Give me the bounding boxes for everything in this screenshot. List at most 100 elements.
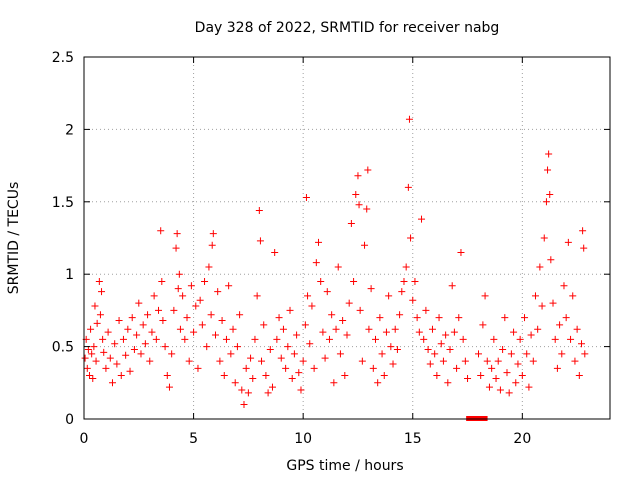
data-point: [339, 317, 347, 325]
data-point: [216, 357, 224, 365]
data-point: [173, 230, 181, 238]
data-point: [98, 288, 106, 296]
data-point: [481, 292, 489, 300]
data-point: [512, 379, 520, 387]
data-point: [93, 319, 101, 327]
data-point: [113, 360, 121, 368]
data-point: [190, 328, 198, 336]
data-point: [553, 364, 561, 372]
data-point: [330, 379, 338, 387]
data-point: [341, 372, 349, 380]
data-point: [365, 325, 373, 333]
y-tick-label: 2: [65, 122, 74, 138]
data-point: [323, 288, 331, 296]
data-point: [402, 263, 410, 271]
y-axis-label: SRMTID / TECUs: [6, 182, 22, 295]
data-point: [155, 306, 163, 314]
data-point: [444, 379, 452, 387]
data-point: [516, 335, 524, 343]
data-point: [91, 302, 99, 310]
data-point: [424, 345, 432, 353]
data-point: [83, 364, 91, 372]
data-point: [279, 325, 287, 333]
data-point: [81, 354, 89, 362]
data-point: [203, 343, 211, 351]
data-point: [575, 372, 583, 380]
data-point: [389, 360, 397, 368]
grid-lines: [84, 57, 610, 419]
x-tick-label: 15: [404, 431, 422, 447]
data-point: [146, 357, 154, 365]
data-point: [148, 328, 156, 336]
axis-ticks: 0 0.5 1 1.5 2 2.5 0 5 10 15 20: [52, 50, 610, 447]
data-point: [192, 302, 200, 310]
data-point: [304, 292, 312, 300]
data-point: [494, 357, 502, 365]
data-point: [405, 115, 413, 123]
data-point: [168, 350, 176, 358]
data-point: [433, 372, 441, 380]
data-point: [435, 314, 443, 322]
data-point: [409, 296, 417, 304]
data-point: [208, 241, 216, 249]
data-point: [260, 321, 268, 329]
y-tick-label: 0: [65, 412, 74, 428]
x-tick-label: 20: [513, 431, 531, 447]
data-point: [336, 350, 344, 358]
x-tick-label: 10: [294, 431, 312, 447]
data-point: [152, 335, 160, 343]
data-point: [104, 328, 112, 336]
data-point: [437, 340, 445, 348]
data-point: [354, 172, 362, 180]
data-point: [332, 325, 340, 333]
data-point: [505, 389, 513, 397]
data-point: [518, 372, 526, 380]
data-point: [407, 234, 415, 242]
data-point: [569, 292, 577, 300]
data-point: [544, 166, 552, 174]
data-point: [174, 285, 182, 293]
data-point: [479, 321, 487, 329]
data-point: [356, 306, 364, 314]
plot-frame: [83, 56, 611, 420]
data-point: [549, 299, 557, 307]
data-point: [124, 325, 132, 333]
data-point: [485, 383, 493, 391]
data-point: [286, 306, 294, 314]
data-point: [428, 325, 436, 333]
data-point: [302, 193, 310, 201]
data-point: [229, 325, 237, 333]
data-point: [391, 325, 399, 333]
data-point: [236, 311, 244, 319]
data-point: [85, 372, 93, 380]
data-point: [312, 259, 320, 267]
data-point: [567, 335, 575, 343]
data-point: [214, 288, 222, 296]
data-point: [488, 364, 496, 372]
data-point: [545, 150, 553, 158]
data-point: [343, 331, 351, 339]
data-point: [457, 248, 465, 256]
data-point: [556, 321, 564, 329]
data-point: [404, 183, 412, 191]
data-point: [531, 292, 539, 300]
data-point: [266, 345, 274, 353]
data-point: [325, 335, 333, 343]
data-point: [212, 331, 219, 339]
data-point: [130, 345, 138, 353]
data-point: [308, 302, 316, 310]
data-point: [369, 364, 377, 372]
data-point: [238, 386, 246, 394]
data-point: [117, 372, 125, 380]
data-point: [448, 282, 456, 290]
data-point: [542, 198, 550, 206]
data-point: [139, 321, 147, 329]
data-point: [483, 357, 491, 365]
data-point: [455, 314, 463, 322]
data-point: [315, 238, 323, 246]
data-point: [256, 237, 264, 245]
data-point: [175, 270, 183, 278]
data-point: [264, 389, 272, 397]
data-point: [284, 343, 292, 351]
data-point: [233, 343, 241, 351]
